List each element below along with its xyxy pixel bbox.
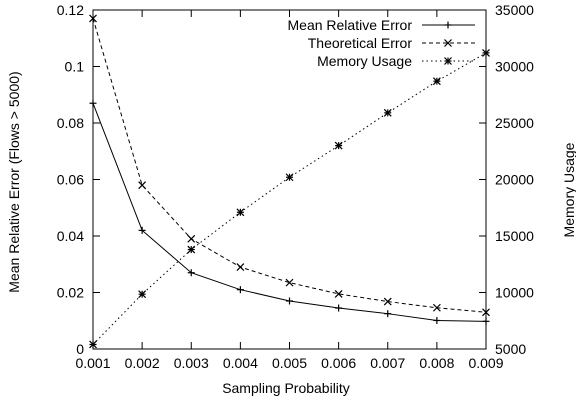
y-tick-label: 0.02 <box>57 285 84 301</box>
y2-tick-label: 35000 <box>495 2 534 18</box>
x-tick-label: 0.003 <box>174 355 209 371</box>
data-point <box>482 49 490 57</box>
data-point <box>236 263 245 271</box>
legend-marker <box>444 57 452 65</box>
x-axis-ticks: 0.001 0.002 0.003 0.004 0.005 0.006 0.007 0.008… <box>75 10 504 371</box>
x-tick-label: 0.002 <box>125 355 160 371</box>
y2-tick-label: 25000 <box>495 115 534 131</box>
x-tick-label: 0.007 <box>370 355 405 371</box>
series-1 <box>89 14 490 317</box>
data-point <box>236 208 245 217</box>
data-point <box>334 141 343 150</box>
legend-label: Memory Usage <box>317 53 412 69</box>
series-line <box>92 103 487 322</box>
series-line <box>92 18 487 313</box>
data-point <box>138 226 146 234</box>
data-point <box>432 303 441 312</box>
data-point <box>187 269 195 277</box>
data-point <box>286 297 293 305</box>
data-point <box>236 286 244 294</box>
y-tick-label: 0 <box>76 341 84 357</box>
y-tick-label: 0.12 <box>57 2 84 18</box>
legend-marker <box>444 39 452 47</box>
y2-axis-ticks: 5000 10000 15000 20000 25000 30000 35000 <box>479 2 534 357</box>
data-point <box>285 173 294 182</box>
series-layer <box>89 14 490 349</box>
x-tick-label: 0.001 <box>75 355 110 371</box>
y-axis-ticks: 0 0.02 0.04 0.06 0.08 0.1 0.12 <box>57 2 100 357</box>
legend-marker <box>444 21 452 29</box>
data-point <box>187 234 196 243</box>
x-tick-label: 0.005 <box>272 355 307 371</box>
y2-tick-label: 15000 <box>495 228 534 244</box>
data-point <box>89 340 97 349</box>
data-point <box>383 108 392 117</box>
y-axis-label: Mean Relative Error (Flows > 5000) <box>6 71 22 292</box>
data-point <box>335 304 343 312</box>
y2-tick-label: 5000 <box>495 341 526 357</box>
x-tick-label: 0.008 <box>419 355 454 371</box>
data-point <box>433 316 441 324</box>
data-point <box>334 289 343 298</box>
data-point <box>89 99 97 107</box>
legend-label: Mean Relative Error <box>288 17 413 33</box>
y2-tick-label: 30000 <box>495 59 534 75</box>
legend: Mean Relative Error Theoretical Error Memo… <box>288 17 475 69</box>
data-point <box>383 297 392 306</box>
data-point <box>482 308 490 317</box>
data-point <box>138 181 147 190</box>
data-point <box>384 310 392 318</box>
series-0 <box>89 99 490 325</box>
data-point <box>285 278 294 287</box>
y-tick-label: 0.06 <box>57 172 84 188</box>
data-point <box>432 77 441 86</box>
x-axis-label: Sampling Probability <box>222 380 350 396</box>
y-tick-label: 0.08 <box>57 115 84 131</box>
y2-tick-label: 10000 <box>495 285 534 301</box>
series-line <box>92 52 487 345</box>
y-tick-label: 0.1 <box>65 59 85 75</box>
series-2 <box>89 49 490 349</box>
y-tick-label: 0.04 <box>57 228 84 244</box>
legend-label: Theoretical Error <box>308 35 413 51</box>
data-point <box>482 317 490 325</box>
data-point <box>187 245 196 254</box>
x-tick-label: 0.006 <box>321 355 356 371</box>
y2-tick-label: 20000 <box>495 172 534 188</box>
x-tick-label: 0.009 <box>468 355 503 371</box>
data-point <box>89 14 97 23</box>
y2-axis-label: Memory Usage <box>561 142 576 237</box>
x-tick-label: 0.004 <box>223 355 258 371</box>
data-point <box>138 290 147 299</box>
